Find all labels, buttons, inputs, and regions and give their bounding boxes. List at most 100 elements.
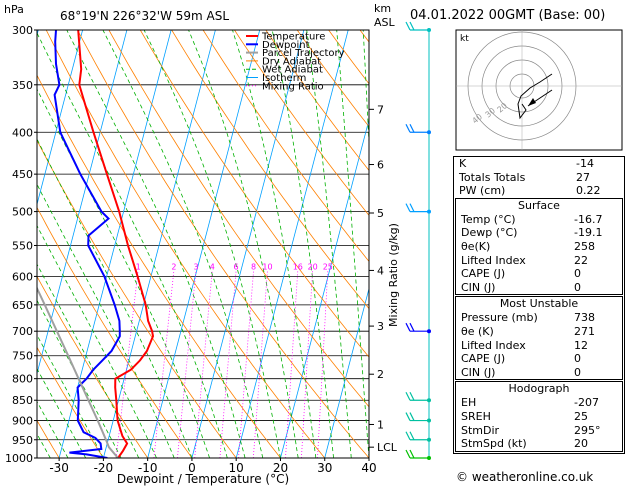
dry-adiabat [37, 206, 193, 458]
hodograph-title: Hodograph [508, 382, 570, 396]
km-tick-label: 2 [377, 368, 384, 381]
mixing-ratio-line [317, 270, 329, 458]
dry-adiabat [37, 139, 237, 458]
index-row: CIN (J) 0 [456, 281, 622, 295]
index-value: 0 [574, 352, 581, 366]
pressure-tick-label: 850 [12, 394, 33, 407]
index-row: Lifted Index 22 [456, 254, 622, 268]
index-label: SREH [461, 409, 491, 423]
legend-label: Mixing Ratio [262, 81, 324, 92]
pressure-tick-label: 800 [12, 373, 33, 386]
pressure-tick-label: 500 [12, 206, 33, 219]
wind-barb-dot [427, 398, 431, 403]
wind-barb-dot [427, 28, 431, 32]
km-tick-label: LCL [377, 441, 398, 454]
temperature-tick-label: -20 [94, 461, 114, 475]
wind-barb-flag [409, 322, 415, 332]
isotherm [191, 30, 305, 458]
wet-adiabat [37, 224, 157, 458]
index-label: CIN (J) [461, 365, 496, 379]
mixing-ratio-label: 8 [251, 262, 256, 271]
index-row: Temp (°C) -16.7 [456, 213, 622, 227]
mixing-ratio-label: 10 [262, 262, 272, 271]
index-value: 271 [574, 324, 595, 338]
wind-barb-flag [409, 391, 415, 401]
index-label: CAPE (J) [461, 352, 506, 366]
dry-adiabat [139, 30, 369, 358]
dry-adiabat [108, 30, 369, 408]
wind-barb-flag [409, 449, 415, 459]
hodograph-trace [517, 73, 553, 120]
wind-barb-dot [427, 418, 431, 423]
index-label: θe(K) [461, 239, 491, 253]
temperature-tick-label: 40 [361, 461, 376, 475]
index-row: SREH 25 [456, 410, 622, 424]
legend-label: Wet Adiabat [262, 65, 323, 76]
index-value: 27 [576, 170, 590, 184]
index-label: Dewp (°C) [461, 226, 518, 240]
pressure-tick-label: 1000 [5, 452, 33, 465]
index-label: Pressure (mb) [461, 311, 538, 325]
wind-barbs [405, 21, 431, 460]
index-row: Pressure (mb) 738 [456, 311, 622, 325]
temperature-tick-label: 30 [317, 461, 332, 475]
hodograph-frame [455, 29, 623, 151]
mixing-ratio-line [238, 270, 254, 458]
wind-barb-flag [405, 322, 411, 332]
km-tick-label: 5 [377, 207, 384, 220]
temperature-tick-label: 0 [188, 461, 196, 475]
wind-barb-flag [409, 123, 415, 133]
wind-barb-flag [405, 21, 411, 31]
mixing-ratio-label: 3 [194, 262, 199, 271]
wind-barb-dot [427, 456, 431, 460]
legend-label: Temperature [261, 32, 325, 43]
wind-barb-flag [409, 21, 415, 31]
isotherm [324, 287, 369, 458]
pressure-tick-label: 700 [12, 325, 33, 338]
temperature-tick-label: -10 [138, 461, 158, 475]
mixing-ratio-label: 4 [210, 262, 215, 271]
index-row: CIN (J) 0 [456, 366, 622, 380]
legend-label: Isotherm [262, 73, 306, 84]
isotherm [37, 30, 128, 376]
indices-panel: K -14 Totals Totals 27 PW (cm) 0.22 Surface T… [453, 156, 625, 454]
index-label: Lifted Index [461, 338, 526, 352]
wind-barb-flag [405, 203, 411, 212]
mixing-ratio-line [301, 270, 313, 458]
index-label: StmDir [461, 423, 500, 437]
wet-adiabat [37, 138, 193, 458]
index-row: StmSpd (kt) 20 [456, 437, 622, 451]
mixing-ratio-line [177, 270, 197, 458]
footer-credit: © weatheronline.co.uk [456, 470, 594, 484]
wet-adiabat [336, 30, 369, 458]
wet-adiabat [188, 30, 299, 458]
pressure-tick-label: 400 [12, 126, 33, 139]
mixing-ratio-axis-title: Mixing Ratio (g/kg) [387, 223, 400, 327]
index-value: 0.22 [576, 184, 601, 198]
index-row: Dewp (°C) -19.1 [456, 226, 622, 240]
wind-barb-flag [405, 412, 411, 421]
index-value: 0 [574, 365, 581, 379]
valid-time: 04.01.2022 00GMT (Base: 00) [410, 8, 606, 23]
mixing-ratio-label: 1 [136, 262, 141, 271]
mixing-ratio-line [285, 270, 299, 458]
index-value: 22 [574, 253, 588, 267]
asl-label: ASL [374, 16, 396, 29]
index-label: EH [461, 396, 477, 410]
dry-adiabat [171, 30, 369, 310]
km-tick-label: 6 [377, 159, 384, 172]
index-value: 25 [574, 409, 588, 423]
wet-adiabat [37, 367, 87, 458]
index-row: CAPE (J) 0 [456, 352, 622, 366]
pressure-tick-label: 750 [12, 350, 33, 363]
hpa-label: hPa [4, 3, 24, 16]
isotherm [280, 118, 369, 458]
wet-adiabat [37, 88, 210, 458]
mixing-ratio-label: 6 [234, 262, 239, 271]
index-row: θe(K) 258 [456, 240, 622, 254]
wet-adiabat [143, 30, 281, 458]
hodograph-box: Hodograph EH -207 SREH 25 StmDir 295° StmSpd (… [455, 381, 623, 452]
km-tick-label: 3 [377, 320, 384, 333]
isotherm [103, 30, 216, 458]
